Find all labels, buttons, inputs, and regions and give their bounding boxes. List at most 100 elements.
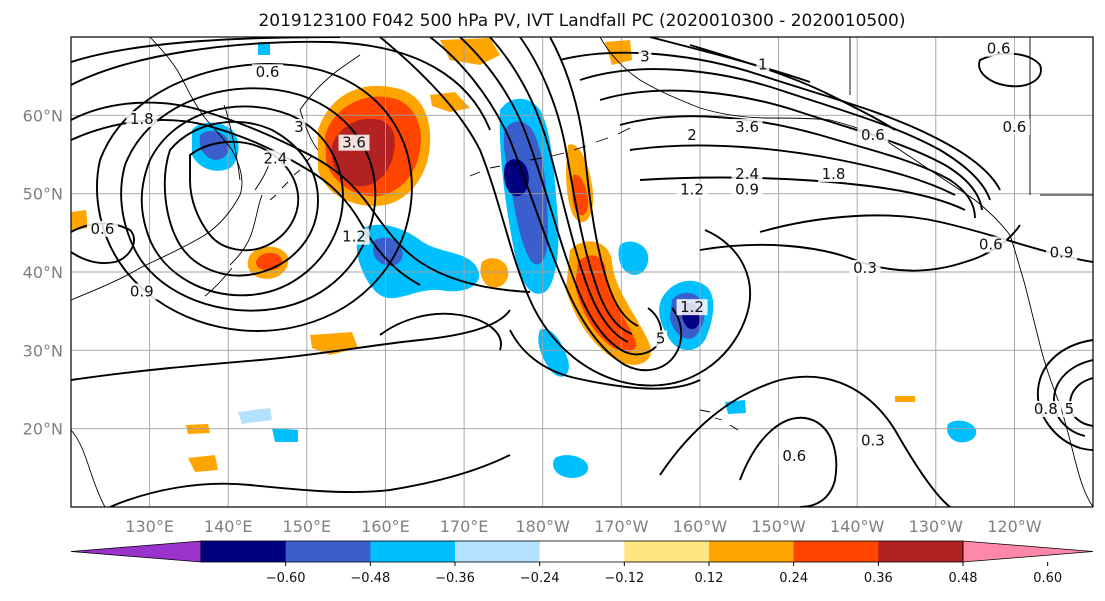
- positive-anomaly-far-east: [895, 396, 915, 402]
- sakhalin-coastline: [223, 104, 241, 181]
- colorbar: [70, 540, 1094, 563]
- negative-anomaly-small6: [238, 408, 272, 424]
- lat-tick-label: 30°N: [23, 341, 63, 360]
- contour-central-1: [429, 37, 683, 372]
- contour-west-8: [71, 40, 491, 131]
- map-frame: [70, 36, 1094, 508]
- lon-tick-label: 170°E: [440, 517, 489, 536]
- north-america-west-coast: [1009, 234, 1093, 507]
- contour-west-4: [163, 120, 319, 277]
- contour-label: 0.6: [979, 236, 1003, 254]
- contour-label-background: [676, 181, 708, 198]
- contour-label: 3: [640, 48, 650, 66]
- colorbar-tick-label: −0.12: [604, 571, 644, 586]
- colorbar-segment: [709, 541, 795, 562]
- colorbar-tick-label: 0.12: [695, 571, 724, 586]
- negative-anomaly-small3: [947, 420, 977, 443]
- positive-anomaly-west-edge: [71, 210, 88, 230]
- contour-west-1: [71, 101, 531, 293]
- lon-tick-label: 170°W: [594, 517, 649, 536]
- positive-anomaly-small5: [480, 258, 509, 288]
- contour-label-background: [975, 236, 1007, 253]
- contour-label: 3: [294, 118, 304, 136]
- contour-0p3-southwest: [109, 454, 511, 507]
- contour-label: 3.6: [342, 134, 366, 152]
- contour-west-6: [120, 87, 377, 312]
- figure-title: 2019123100 F042 500 hPa PV, IVT Landfall…: [258, 11, 905, 31]
- contour-jet-6: [639, 176, 966, 211]
- contour-label-background: [818, 166, 850, 182]
- negative-anomaly-small7: [725, 400, 746, 414]
- contour-label: 5: [1065, 400, 1075, 418]
- contour-0p6-south: [739, 416, 838, 507]
- contour-label-background: [638, 48, 652, 65]
- colorbar-segment: [285, 541, 371, 562]
- negative-anomaly-west-core: [199, 130, 230, 160]
- contour-label-background: [778, 448, 810, 464]
- colorbar-segment: [455, 541, 541, 562]
- colorbar-segment: [370, 541, 456, 562]
- contour-central-3: [489, 37, 629, 343]
- colorbar-tick-label: 0.24: [779, 571, 808, 586]
- contour-label: 2.4: [735, 165, 759, 183]
- lat-tick-label: 50°N: [23, 185, 63, 204]
- lon-tick-label: 140°E: [204, 517, 253, 536]
- contour-jet-2: [579, 68, 991, 201]
- colorbar-segment: [793, 541, 879, 562]
- contour-label: 0.6: [861, 126, 885, 144]
- contour-label: 1.2: [342, 228, 366, 246]
- contour-jet-3: [599, 89, 983, 211]
- colorbar-tick-label: 0.36: [864, 571, 893, 586]
- contour-label-background: [731, 181, 763, 198]
- contour-label-background: [731, 166, 763, 182]
- contour-label-background: [1046, 244, 1078, 261]
- colorbar-tick-label: −0.48: [350, 571, 390, 586]
- longitude-tick-labels: 130°E 140°E 150°E 160°E 170°E 180°W 170°W 160°W…: [125, 517, 1041, 536]
- pacific-northwest-border: [849, 37, 1093, 196]
- colorbar-extend-high: [962, 540, 1094, 563]
- lat-tick-label: 60°N: [23, 106, 63, 125]
- contour-label-background: [338, 228, 370, 245]
- contour-label: 0.6: [91, 220, 115, 238]
- contour-label: 1.2: [680, 181, 704, 199]
- contour-label: 1.8: [822, 165, 846, 183]
- colorbar-segment: [624, 541, 710, 562]
- alaska-coastline: [599, 37, 1011, 236]
- negative-anomaly-small2: [618, 241, 649, 275]
- contour-west-3: [189, 140, 300, 252]
- contour-label: 2.4: [263, 149, 287, 167]
- negative-anomaly-small5: [272, 428, 298, 442]
- lat-tick-label: 20°N: [23, 420, 63, 439]
- lon-tick-label: 130°W: [909, 517, 964, 536]
- contour-label: 0.6: [782, 447, 806, 465]
- colorbar-segment: [878, 541, 964, 562]
- contour-west-5: [140, 105, 344, 297]
- colorbar-tick-label: 0.48: [949, 571, 978, 586]
- contour-se-1: [1037, 339, 1093, 451]
- contour-label: 5: [656, 330, 666, 348]
- colorbar-tick-labels: −0.60 −0.48 −0.36 −0.24 −0.12 0.12 0.24 0.36 0.4…: [266, 562, 1062, 586]
- negative-anomaly-middle-core: [373, 237, 403, 266]
- contour-label: 1.2: [680, 298, 704, 316]
- negative-anomaly-small8: [258, 42, 270, 55]
- colorbar-extend-low: [70, 540, 202, 563]
- contour-label: 0.8: [1034, 400, 1058, 418]
- contour-label-background: [126, 111, 158, 128]
- positive-anomaly-small1: [430, 92, 470, 112]
- aleutian-islands: [469, 127, 631, 177]
- contour-label-background: [756, 56, 770, 73]
- contour-label-background: [676, 299, 708, 316]
- kuril-islands: [269, 155, 313, 201]
- lon-tick-label: 160°W: [673, 517, 728, 536]
- contour-jet-5: [629, 144, 956, 196]
- contour-label-background: [857, 126, 889, 143]
- contour-label: 1.8: [130, 110, 154, 128]
- contour-label-background: [126, 283, 158, 300]
- philippines-coastline: [71, 429, 106, 507]
- latitude-tick-labels: 20°N 30°N 40°N 50°N 60°N: [23, 106, 63, 438]
- lon-tick-label: 150°E: [283, 517, 332, 536]
- contour-label-background: [259, 150, 291, 167]
- map-area: 0.6 1.8 2.4 3 3.6 3 3.6 2 2.4 1.8 1.2 0.9 0.6 0.6 0.6 0…: [71, 37, 1093, 507]
- colorbar-tick-label: 0.60: [1033, 571, 1062, 586]
